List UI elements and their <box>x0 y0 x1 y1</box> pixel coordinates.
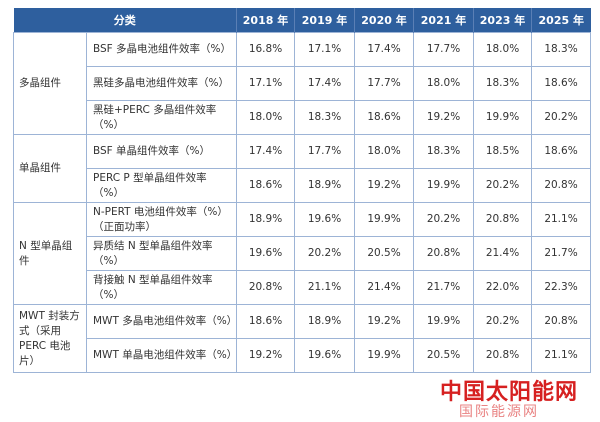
value-cell: 17.1% <box>236 66 295 101</box>
value-cell: 18.0% <box>413 66 474 101</box>
table-row: N 型单晶组件 N-PERT 电池组件效率（%）（正面功率） 18.9% 19.6% 1… <box>13 202 591 305</box>
value-cell: 20.8% <box>473 202 532 237</box>
item-label: BSF 单晶组件效率（%） <box>86 134 237 169</box>
value-cell: 22.0% <box>473 270 532 305</box>
value-cell: 18.6% <box>531 134 591 169</box>
value-cell: 18.9% <box>294 168 355 203</box>
value-cell: 20.5% <box>354 236 414 271</box>
header-year: 2020 年 <box>354 8 414 33</box>
group-label: N 型单晶组件 <box>13 202 87 305</box>
header-year: 2019 年 <box>294 8 355 33</box>
value-cell: 19.9% <box>473 100 532 135</box>
value-cell: 22.3% <box>531 270 591 305</box>
value-cell: 20.5% <box>413 338 474 373</box>
table-row: 黑硅+PERC 多晶组件效率（%） 18.0% 18.3% 18.6% 19.2% 19.… <box>14 100 591 135</box>
value-cell: 20.2% <box>473 304 532 339</box>
value-cell: 20.8% <box>531 304 591 339</box>
value-cell: 21.1% <box>531 338 591 373</box>
item-label: 背接触 N 型单晶组件效率（%） <box>86 270 237 305</box>
group-label: 多晶组件 <box>13 32 87 135</box>
value-cell: 21.7% <box>531 236 591 271</box>
value-cell: 19.6% <box>294 338 355 373</box>
header-year: 2025 年 <box>531 8 591 33</box>
value-cell: 18.3% <box>473 66 532 101</box>
value-cell: 18.3% <box>294 100 355 135</box>
table-row: 单晶组件 BSF 单晶组件效率（%） 17.4% 17.7% 18.0% 18.3% 18.… <box>13 134 591 203</box>
value-cell: 17.7% <box>413 32 474 67</box>
item-label: N-PERT 电池组件效率（%）（正面功率） <box>86 202 237 237</box>
table-row: 多晶组件 BSF 多晶电池组件效率（%） 16.8% 17.1% 17.4% 17.7% 1… <box>13 32 591 135</box>
value-cell: 18.0% <box>236 100 295 135</box>
value-cell: 16.8% <box>236 32 295 67</box>
value-cell: 19.2% <box>354 304 414 339</box>
value-cell: 20.2% <box>413 202 474 237</box>
header-year: 2021 年 <box>413 8 474 33</box>
value-cell: 17.1% <box>294 32 355 67</box>
header-category: 分类 <box>13 8 237 33</box>
value-cell: 17.7% <box>354 66 414 101</box>
item-label: PERC P 型单晶组件效率（%） <box>86 168 237 203</box>
value-cell: 18.9% <box>294 304 355 339</box>
value-cell: 20.8% <box>473 338 532 373</box>
header-year: 2023 年 <box>473 8 532 33</box>
header-year: 2018 年 <box>236 8 295 33</box>
table-row: 背接触 N 型单晶组件效率（%） 20.8% 21.1% 21.4% 21.7% 22.0… <box>14 270 591 305</box>
value-cell: 18.3% <box>413 134 474 169</box>
value-cell: 18.9% <box>236 202 295 237</box>
group-label: MWT 封装方式（采用 PERC 电池片） <box>13 304 87 373</box>
watermark-subtitle: 国际能源网 <box>459 404 539 420</box>
efficiency-table: 分类 2018 年 2019 年 2020 年 2021 年 2023 年 20… <box>13 8 591 373</box>
value-cell: 20.2% <box>473 168 532 203</box>
value-cell: 18.6% <box>531 66 591 101</box>
value-cell: 19.6% <box>236 236 295 271</box>
value-cell: 18.6% <box>354 100 414 135</box>
value-cell: 18.6% <box>236 304 295 339</box>
value-cell: 21.1% <box>294 270 355 305</box>
value-cell: 20.2% <box>531 100 591 135</box>
table-row: MWT 封装方式（采用 PERC 电池片） MWT 多晶电池组件效率（%） 18.6… <box>13 304 591 373</box>
table-row: 异质结 N 型单晶组件效率（%） 19.6% 20.2% 20.5% 20.8% 21.4… <box>14 236 591 271</box>
value-cell: 17.4% <box>294 66 355 101</box>
table-body: 多晶组件 BSF 多晶电池组件效率（%） 16.8% 17.1% 17.4% 17.7% 1… <box>13 32 591 373</box>
item-label: 黑硅+PERC 多晶组件效率（%） <box>86 100 237 135</box>
watermark-logo: 中国太阳能网 国际能源网 <box>437 374 600 422</box>
item-label: BSF 多晶电池组件效率（%） <box>86 32 237 67</box>
item-label: MWT 多晶电池组件效率（%） <box>86 304 237 339</box>
value-cell: 19.6% <box>294 202 355 237</box>
table-header-row: 分类 2018 年 2019 年 2020 年 2021 年 2023 年 20… <box>13 8 591 33</box>
table-row: PERC P 型单晶组件效率（%） 18.6% 18.9% 19.2% 19.9% 20.… <box>14 168 591 203</box>
value-cell: 19.2% <box>236 338 295 373</box>
table-row: MWT 单晶电池组件效率（%） 19.2% 19.6% 19.9% 20.5% 20.8%… <box>14 338 591 373</box>
value-cell: 17.4% <box>354 32 414 67</box>
value-cell: 19.9% <box>354 202 414 237</box>
value-cell: 17.7% <box>294 134 355 169</box>
value-cell: 18.5% <box>473 134 532 169</box>
value-cell: 19.2% <box>354 168 414 203</box>
value-cell: 20.8% <box>413 236 474 271</box>
value-cell: 18.3% <box>531 32 591 67</box>
value-cell: 21.4% <box>354 270 414 305</box>
value-cell: 21.4% <box>473 236 532 271</box>
item-label: 异质结 N 型单晶组件效率（%） <box>86 236 237 271</box>
group-label: 单晶组件 <box>13 134 87 203</box>
value-cell: 20.2% <box>294 236 355 271</box>
value-cell: 18.6% <box>236 168 295 203</box>
table-row: 黑硅多晶电池组件效率（%） 17.1% 17.4% 17.7% 18.0% 18.3% 18… <box>14 66 591 101</box>
value-cell: 19.2% <box>413 100 474 135</box>
value-cell: 18.0% <box>473 32 532 67</box>
value-cell: 19.9% <box>413 168 474 203</box>
value-cell: 19.9% <box>354 338 414 373</box>
value-cell: 20.8% <box>236 270 295 305</box>
value-cell: 18.0% <box>354 134 414 169</box>
value-cell: 21.1% <box>531 202 591 237</box>
value-cell: 21.7% <box>413 270 474 305</box>
value-cell: 19.9% <box>413 304 474 339</box>
value-cell: 17.4% <box>236 134 295 169</box>
item-label: MWT 单晶电池组件效率（%） <box>86 338 237 373</box>
watermark-title: 中国太阳能网 <box>440 380 579 405</box>
item-label: 黑硅多晶电池组件效率（%） <box>86 66 237 101</box>
value-cell: 20.8% <box>531 168 591 203</box>
